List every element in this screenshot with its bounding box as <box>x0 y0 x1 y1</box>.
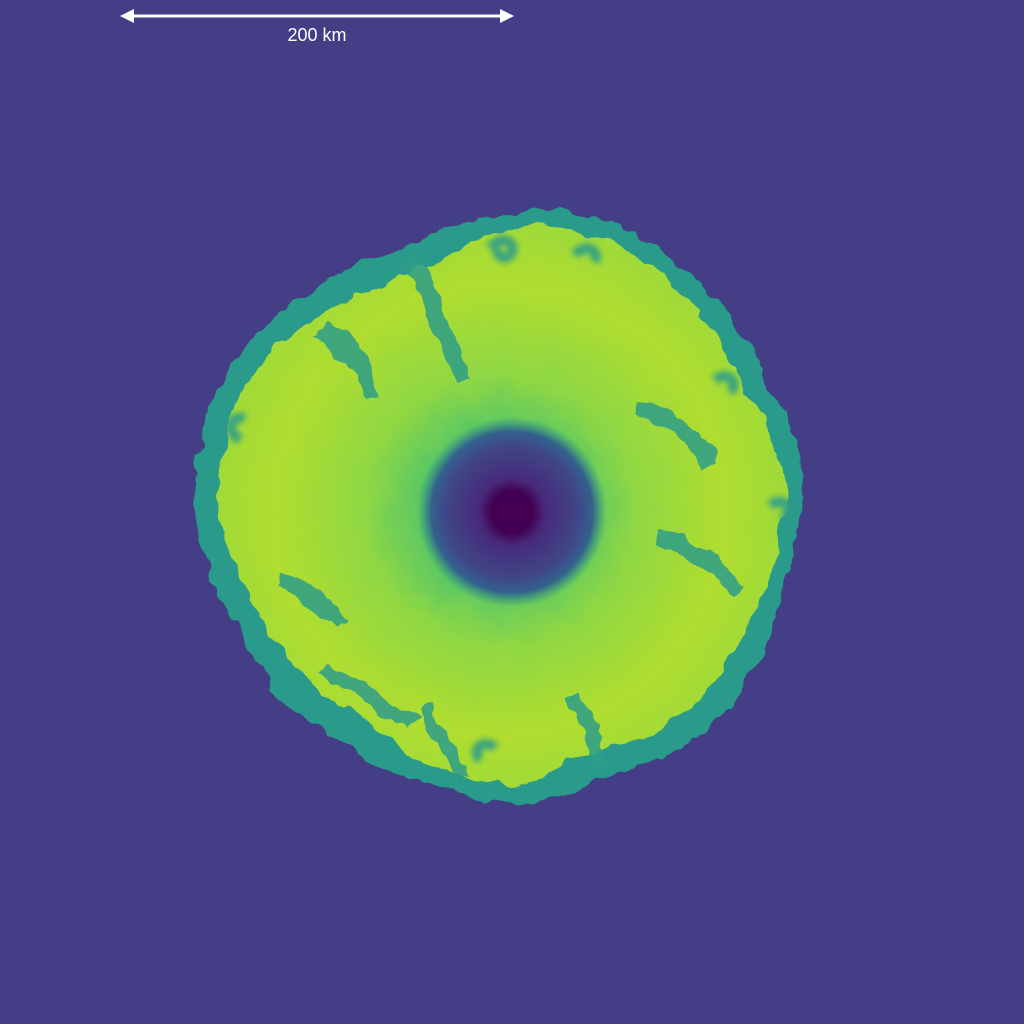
double-arrow-icon <box>120 9 514 23</box>
scale-bar: 200 km <box>120 6 514 46</box>
core-center <box>497 496 527 526</box>
vortex-swirls <box>226 235 793 764</box>
downflow-streams <box>272 255 745 780</box>
scale-bar-label: 200 km <box>287 25 347 45</box>
